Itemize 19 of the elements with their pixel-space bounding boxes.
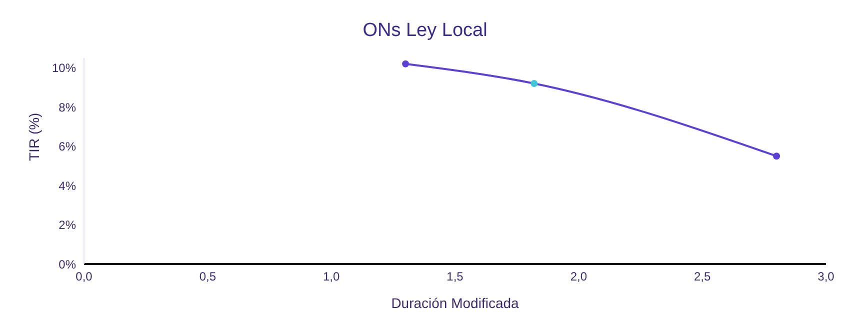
point bbox=[773, 152, 780, 160]
point bbox=[530, 80, 538, 88]
y-tick-label: 8% bbox=[58, 100, 76, 114]
y-tick-label: 2% bbox=[58, 218, 76, 232]
x-tick-label: 1,0 bbox=[322, 270, 340, 284]
y-tick-label: 0% bbox=[58, 257, 76, 272]
x-tick-label: 1,5 bbox=[446, 270, 464, 284]
y-tick-label: 4% bbox=[58, 178, 76, 193]
x-tick-label: 0,0 bbox=[76, 270, 93, 284]
x-tick-label: 3,0 bbox=[818, 270, 835, 284]
x-axis-title: Duración Modificada bbox=[391, 295, 520, 311]
point bbox=[402, 60, 410, 68]
x-tick-label: 2,0 bbox=[570, 270, 588, 284]
chart-title: ONs Ley Local bbox=[362, 19, 488, 43]
y-tick-label: 10% bbox=[52, 61, 76, 76]
y-tick-label: 6% bbox=[58, 140, 76, 154]
x-tick-label: 0,5 bbox=[199, 270, 216, 284]
y-axis-title: TIR (%) bbox=[26, 112, 42, 161]
x-tick-label: 2,5 bbox=[694, 270, 711, 284]
